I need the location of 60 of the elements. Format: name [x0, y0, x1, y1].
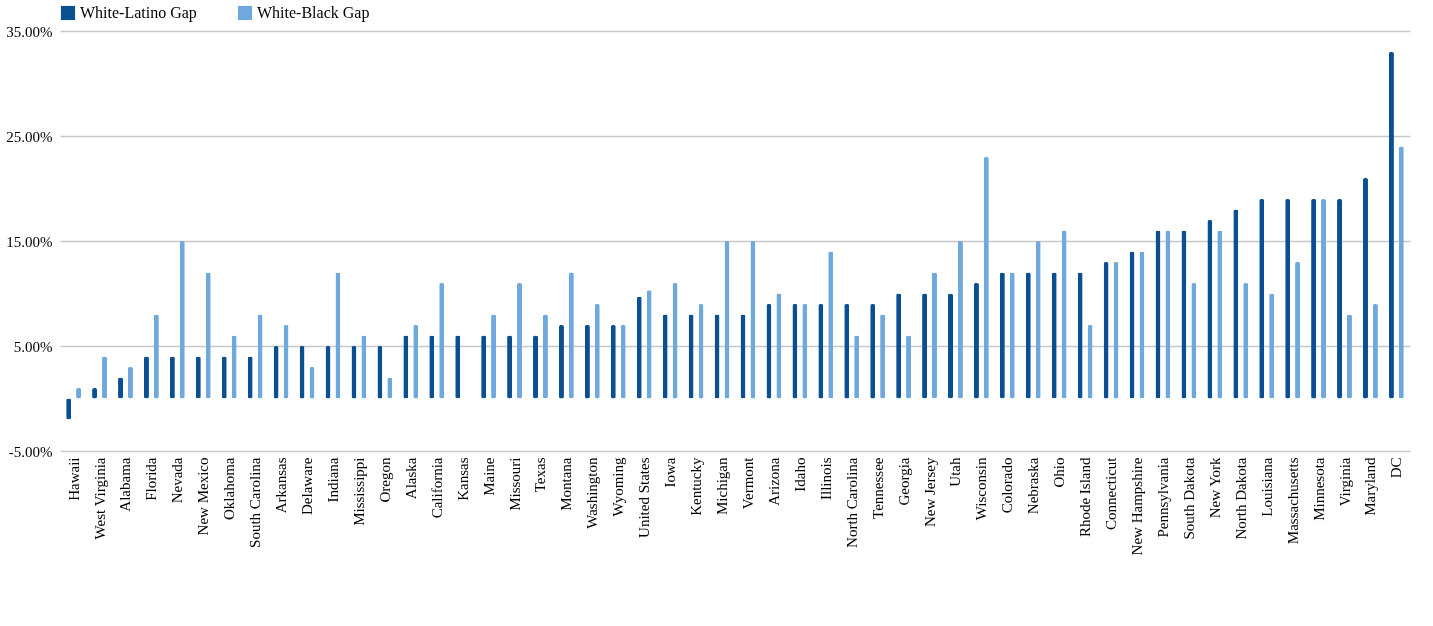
x-tick-label: Montana — [558, 457, 575, 511]
x-tick-label: New Hampshire — [1129, 457, 1146, 556]
x-tick-label: Arizona — [765, 457, 782, 506]
x-tick-label: Alabama — [117, 457, 134, 512]
x-tick-label: Connecticut — [1103, 456, 1120, 530]
x-tick-label: California — [428, 457, 445, 519]
x-tick-label: Florida — [143, 457, 160, 501]
y-tick-label: 5.00% — [13, 338, 53, 355]
x-tick-label: South Carolina — [247, 457, 264, 548]
x-tick-label: Mississippi — [350, 457, 367, 526]
x-tick-label: Louisiana — [1258, 457, 1275, 517]
x-tick-label: Kansas — [454, 457, 471, 501]
x-tick-label: Massachusetts — [1284, 457, 1301, 545]
x-tick-label: North Carolina — [843, 457, 860, 548]
y-tick-label: 25.00% — [6, 128, 53, 145]
x-tick-label: DC — [1388, 457, 1405, 479]
x-tick-label: Utah — [947, 457, 964, 487]
x-tick-label: Maine — [480, 457, 497, 496]
x-tick-label: Washington — [584, 457, 601, 529]
x-tick-label: Colorado — [999, 457, 1016, 514]
x-tick-label: Nevada — [169, 457, 186, 504]
x-tick-label: Hawaii — [65, 457, 82, 501]
y-tick-label: -5.00% — [8, 443, 53, 460]
x-tick-label: Virginia — [1336, 457, 1353, 507]
x-tick-label: South Dakota — [1180, 457, 1197, 540]
x-tick-label: Pennsylvania — [1154, 457, 1171, 538]
legend-label: White-Black Gap — [257, 4, 370, 22]
x-tick-label: Maryland — [1362, 457, 1379, 516]
x-tick-label: Minnesota — [1310, 457, 1327, 521]
x-tick-label: Oregon — [376, 457, 393, 503]
x-tick-label: Oklahoma — [221, 457, 238, 520]
x-tick-label: New York — [1206, 457, 1223, 519]
x-tick-label: Missouri — [506, 457, 523, 511]
x-tick-label: Indiana — [324, 457, 341, 503]
bar — [948, 293, 953, 399]
x-tick-label: Idaho — [791, 457, 808, 492]
x-tick-label: Wyoming — [610, 457, 627, 517]
x-tick-label: Illinois — [817, 457, 834, 501]
x-tick-label: Ohio — [1051, 457, 1068, 488]
y-tick-label: 35.00% — [6, 23, 53, 40]
x-tick-label: Michigan — [714, 457, 731, 515]
x-tick-label: New Mexico — [195, 457, 212, 536]
x-tick-label: Arkansas — [273, 457, 290, 514]
x-tick-label: Iowa — [662, 457, 679, 488]
x-tick-label: Delaware — [299, 457, 316, 515]
x-tick-label: Alaska — [402, 457, 419, 500]
x-tick-label: New Jersey — [921, 457, 938, 528]
x-tick-label: Georgia — [895, 457, 912, 506]
legend-label: White-Latino Gap — [80, 4, 197, 22]
x-tick-label: North Dakota — [1232, 457, 1249, 540]
x-tick-label: Rhode Island — [1077, 457, 1094, 538]
x-tick-label: Kentucky — [688, 457, 705, 516]
x-tick-label: West Virginia — [91, 457, 108, 540]
x-tick-label: Nebraska — [1025, 457, 1042, 515]
x-tick-label: United States — [636, 457, 653, 538]
x-tick-label: Tennessee — [869, 457, 886, 519]
x-tick-label: Texas — [532, 457, 549, 493]
y-tick-label: 15.00% — [6, 233, 53, 250]
x-tick-label: Wisconsin — [973, 457, 990, 521]
x-tick-label: Vermont — [739, 456, 756, 510]
